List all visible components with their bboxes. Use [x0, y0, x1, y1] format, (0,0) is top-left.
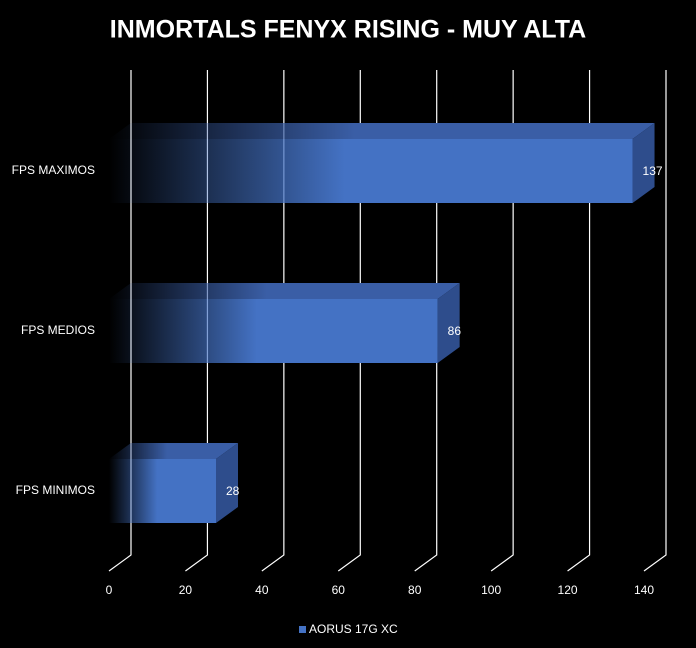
bar-side: [632, 123, 655, 203]
x-tick-label: 60: [332, 583, 346, 597]
y-tick-label: FPS MAXIMOS: [12, 163, 95, 177]
bar: [109, 139, 633, 203]
bar-top: [109, 443, 238, 459]
grid-line: [490, 70, 514, 572]
data-label: 28: [226, 484, 240, 498]
y-tick-label: FPS MINIMOS: [16, 483, 95, 497]
grid-line: [337, 70, 361, 572]
bar: [109, 299, 438, 363]
x-tick-label: 140: [634, 583, 654, 597]
grid-line: [414, 70, 438, 572]
x-tick-label: 80: [408, 583, 422, 597]
grid-line: [185, 70, 209, 572]
x-tick-label: 40: [255, 583, 269, 597]
legend-swatch: [299, 626, 306, 633]
bar-top: [109, 123, 655, 139]
x-tick-label: 20: [179, 583, 193, 597]
grid-line: [567, 70, 591, 572]
grid-line: [261, 70, 285, 572]
x-tick-label: 100: [481, 583, 501, 597]
x-tick-label: 120: [558, 583, 578, 597]
grid-line: [643, 70, 667, 572]
y-tick-label: FPS MEDIOS: [21, 323, 95, 337]
bar-side: [437, 283, 460, 363]
bar-top: [109, 283, 460, 299]
data-label: 137: [643, 164, 663, 178]
bar-side: [216, 443, 238, 523]
grid-line: [108, 70, 132, 572]
chart-title: INMORTALS FENYX RISING - MUY ALTA: [110, 16, 586, 44]
data-label: 86: [448, 324, 462, 338]
x-tick-label: 0: [106, 583, 113, 597]
legend-label: AORUS 17G XC: [309, 622, 398, 636]
bar: [109, 459, 216, 523]
